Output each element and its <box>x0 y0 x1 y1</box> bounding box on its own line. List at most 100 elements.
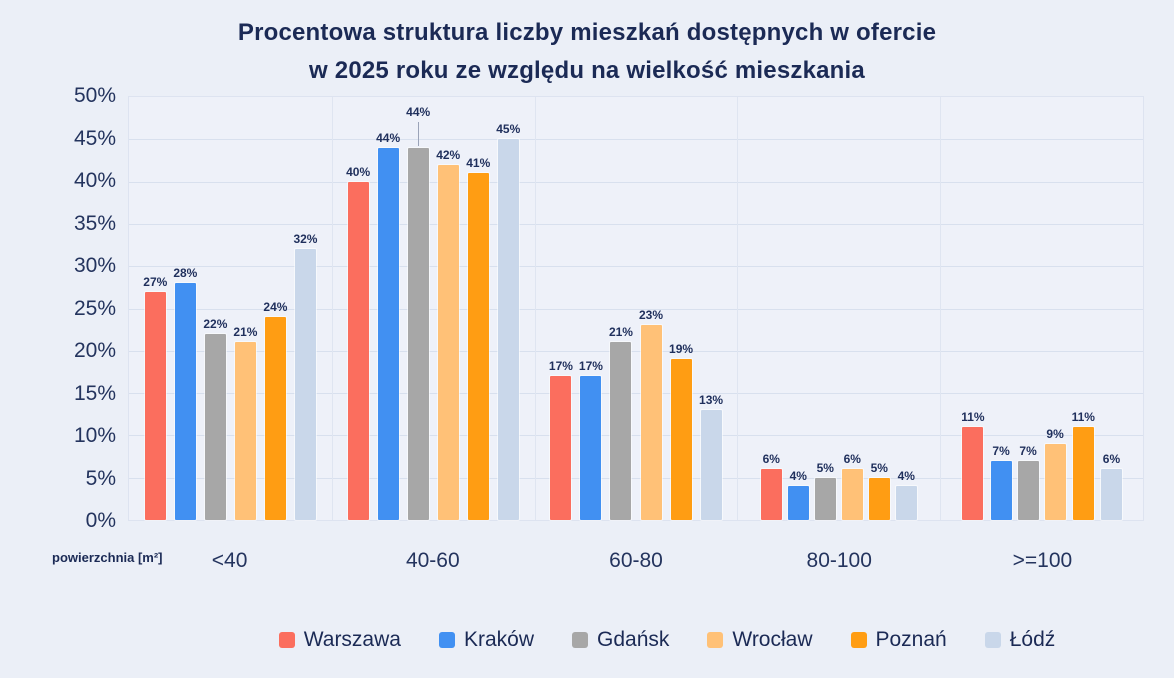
bar-gda-sk <box>204 333 226 520</box>
bar-cell-gda-sk--100: 7% <box>1017 97 1039 520</box>
bar--d- <box>895 486 917 520</box>
legend-item-krak-w: Kraków <box>438 628 534 652</box>
legend-label-warszawa: Warszawa <box>303 628 401 651</box>
legend-label-krak-w: Kraków <box>463 628 534 651</box>
bar-gda-sk <box>610 342 632 520</box>
bar-wroc-aw <box>640 325 662 520</box>
bar-value-label: 7% <box>1019 443 1037 458</box>
gridline <box>129 393 1143 395</box>
bar-value-label: 7% <box>992 443 1010 458</box>
bar--d- <box>294 249 316 520</box>
gridline <box>129 223 1143 225</box>
legend-swatch--d- <box>984 632 1001 648</box>
bar-cell-wroc-aw-60-80: 23% <box>639 97 663 520</box>
bar-cell-wroc-aw-80-100: 6% <box>841 97 863 520</box>
bar-krak-w <box>787 486 809 520</box>
legend-item-warszawa: Warszawa <box>278 628 401 652</box>
bar-cell-gda-sk-40-60: 44% <box>406 97 430 520</box>
bar-warszawa <box>144 291 166 520</box>
gridline <box>129 266 1143 268</box>
bar-value-label: 13% <box>699 393 724 408</box>
bar-cell-krak-w--40: 28% <box>173 97 197 520</box>
bar-pozna- <box>868 477 890 520</box>
legend-item--d-: Łódź <box>984 628 1056 652</box>
legend-label--d-: Łódź <box>1009 628 1056 651</box>
y-tick-label: 30% <box>73 254 116 277</box>
bar-value-label: 22% <box>203 316 228 331</box>
x-tick-label-40-60: 40-60 <box>405 549 460 572</box>
bar-value-label: 44% <box>376 130 401 145</box>
y-tick-label: 15% <box>73 381 116 405</box>
gridline <box>129 139 1143 141</box>
bar-pozna- <box>467 173 489 520</box>
bar-gda-sk <box>407 147 429 520</box>
bar-cell-warszawa--100: 11% <box>961 97 985 520</box>
y-tick-label: 50% <box>73 84 116 107</box>
bar-cell-gda-sk-80-100: 5% <box>814 97 836 520</box>
bar-warszawa <box>760 469 782 520</box>
bar-value-label: 19% <box>669 342 694 357</box>
x-tick-label-80-100: 80-100 <box>806 549 872 572</box>
bar-cell-warszawa-40-60: 40% <box>346 97 370 520</box>
bar-value-label: 42% <box>436 147 461 162</box>
bar-value-label: 44% <box>406 104 431 119</box>
gridline <box>129 435 1143 437</box>
legend-label-gda-sk: Gdańsk <box>597 628 670 651</box>
bar-value-label: 27% <box>143 274 168 289</box>
bar-cell-krak-w--100: 7% <box>990 97 1012 520</box>
legend-item-pozna-: Poznań <box>850 628 947 652</box>
x-tick-label--40: <40 <box>211 549 248 572</box>
bar-cell--d---40: 32% <box>293 97 317 520</box>
bar-krak-w <box>377 147 399 520</box>
bar-warszawa <box>550 376 572 520</box>
bar-group-80-100: 6% 4% 5% 6% 5% 4% <box>737 97 940 520</box>
bar-cell-wroc-aw-40-60: 42% <box>436 97 460 520</box>
bar-cell-pozna---40: 24% <box>263 97 287 520</box>
bar-cell-krak-w-60-80: 17% <box>579 97 603 520</box>
bar-value-label: 5% <box>870 460 888 475</box>
bar-value-label: 9% <box>1046 426 1064 441</box>
y-tick-label: 35% <box>73 211 116 235</box>
y-tick-label: 25% <box>73 296 116 320</box>
bar-groups: 27% 28% 22% 21% 24% 32% 40% 44% 44% 42% 41% 45% 17% 1… <box>129 97 1143 520</box>
category-separator <box>940 97 942 520</box>
bar-value-label: 17% <box>578 359 603 374</box>
legend-swatch-krak-w <box>438 632 455 648</box>
legend-item-wroc-aw: Wrocław <box>707 628 813 652</box>
bar-wroc-aw <box>234 342 256 520</box>
bar-value-label: 21% <box>233 325 258 340</box>
y-tick-label: 40% <box>73 169 116 192</box>
legend-swatch-gda-sk <box>572 632 588 648</box>
legend-swatch-warszawa <box>278 632 295 648</box>
bar--d- <box>700 410 722 520</box>
bar-cell-krak-w-80-100: 4% <box>787 97 809 520</box>
bar-value-label: 11% <box>961 409 985 424</box>
chart-title-line2: w 2025 roku ze względu na wielkość miesz… <box>309 57 865 84</box>
bar-krak-w <box>580 376 602 520</box>
gridline <box>129 477 1143 479</box>
bar-warszawa <box>962 426 984 520</box>
bar-value-label: 41% <box>466 156 491 171</box>
bar-group--100: 11% 7% 7% 9% 11% 6% <box>940 97 1143 520</box>
bar-value-label: 24% <box>263 299 288 314</box>
bar-value-label: 11% <box>1071 409 1095 424</box>
category-separator <box>534 97 536 520</box>
bar-cell-warszawa-60-80: 17% <box>549 97 573 520</box>
y-tick-label: 10% <box>73 424 116 447</box>
bar-value-label: 40% <box>346 164 371 179</box>
bar--d- <box>1100 469 1122 520</box>
bar-wroc-aw <box>437 164 459 520</box>
callout-leader-line <box>417 121 419 146</box>
y-tick-label: 5% <box>85 466 116 490</box>
bar-value-label: 6% <box>1102 452 1121 467</box>
category-separator <box>331 97 333 520</box>
chart-title: Procentowa struktura liczby mieszkań dos… <box>0 14 1174 90</box>
bar-krak-w <box>174 283 196 520</box>
bar-cell-warszawa-80-100: 6% <box>760 97 782 520</box>
x-tick-label-60-80: 60-80 <box>609 549 663 572</box>
bar-gda-sk <box>1017 460 1039 520</box>
bar-warszawa <box>347 181 369 520</box>
gridline <box>129 350 1143 352</box>
bar-pozna- <box>264 316 286 520</box>
